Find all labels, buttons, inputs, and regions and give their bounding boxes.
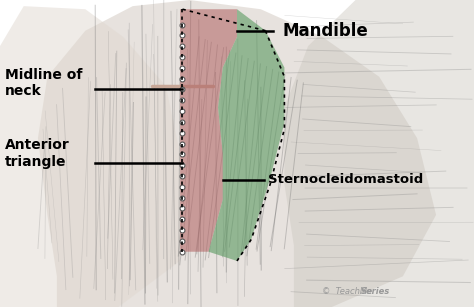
Polygon shape bbox=[38, 0, 436, 307]
Text: ©  TeachMe: © TeachMe bbox=[322, 287, 373, 296]
Text: Series: Series bbox=[361, 287, 391, 296]
Text: Sternocleidomastoid: Sternocleidomastoid bbox=[268, 173, 423, 186]
Polygon shape bbox=[0, 6, 180, 307]
Text: Midline of
neck: Midline of neck bbox=[5, 68, 82, 98]
Polygon shape bbox=[284, 0, 474, 307]
Polygon shape bbox=[180, 9, 237, 252]
Text: Anterior
triangle: Anterior triangle bbox=[5, 138, 70, 169]
Polygon shape bbox=[209, 9, 284, 261]
Text: Mandible: Mandible bbox=[282, 22, 368, 40]
